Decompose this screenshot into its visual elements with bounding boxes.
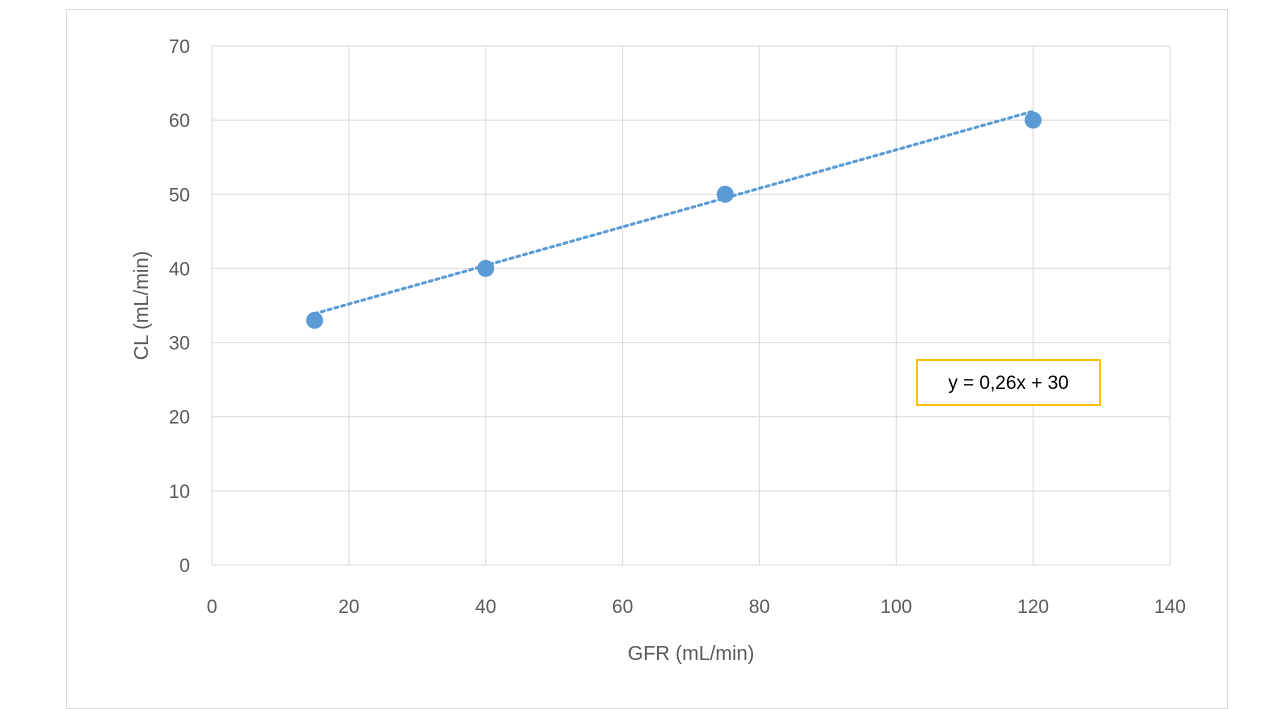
x-tick-label: 120 [1017,597,1049,618]
x-tick-label: 20 [338,597,359,618]
data-point [716,185,734,203]
x-tick-label: 0 [207,597,218,618]
y-tick-label: 30 [169,334,190,355]
y-axis-title: CL (mL/min) [131,251,153,360]
trendline [313,109,1035,316]
equation-box [916,359,1101,406]
gridlines [211,45,1171,566]
y-tick-label: 70 [169,37,190,58]
y-tick-label: 50 [169,185,190,206]
data-points [306,111,1042,329]
tick-labels: 0 20 40 60 80 100 120 140 0 10 20 30 40 50 60 70 [169,37,1186,618]
x-tick-label: 140 [1154,597,1186,618]
x-tick-label: 60 [612,597,633,618]
x-tick-label: 100 [880,597,912,618]
data-point [1024,111,1042,129]
data-point [477,259,495,277]
y-tick-label: 10 [169,482,190,503]
trendline-equation-label: y = 0,26x + 30 [916,359,1101,406]
x-axis-title: GFR (mL/min) [628,643,755,665]
data-point [306,311,324,329]
x-tick-label: 40 [475,597,496,618]
y-tick-label: 60 [169,111,190,132]
y-tick-label: 0 [179,556,190,577]
y-tick-label: 20 [169,408,190,429]
y-tick-label: 40 [169,259,190,280]
x-tick-label: 80 [749,597,770,618]
equation-text: y = 0,26x + 30 [948,373,1068,394]
trendline-layer [313,109,1035,316]
